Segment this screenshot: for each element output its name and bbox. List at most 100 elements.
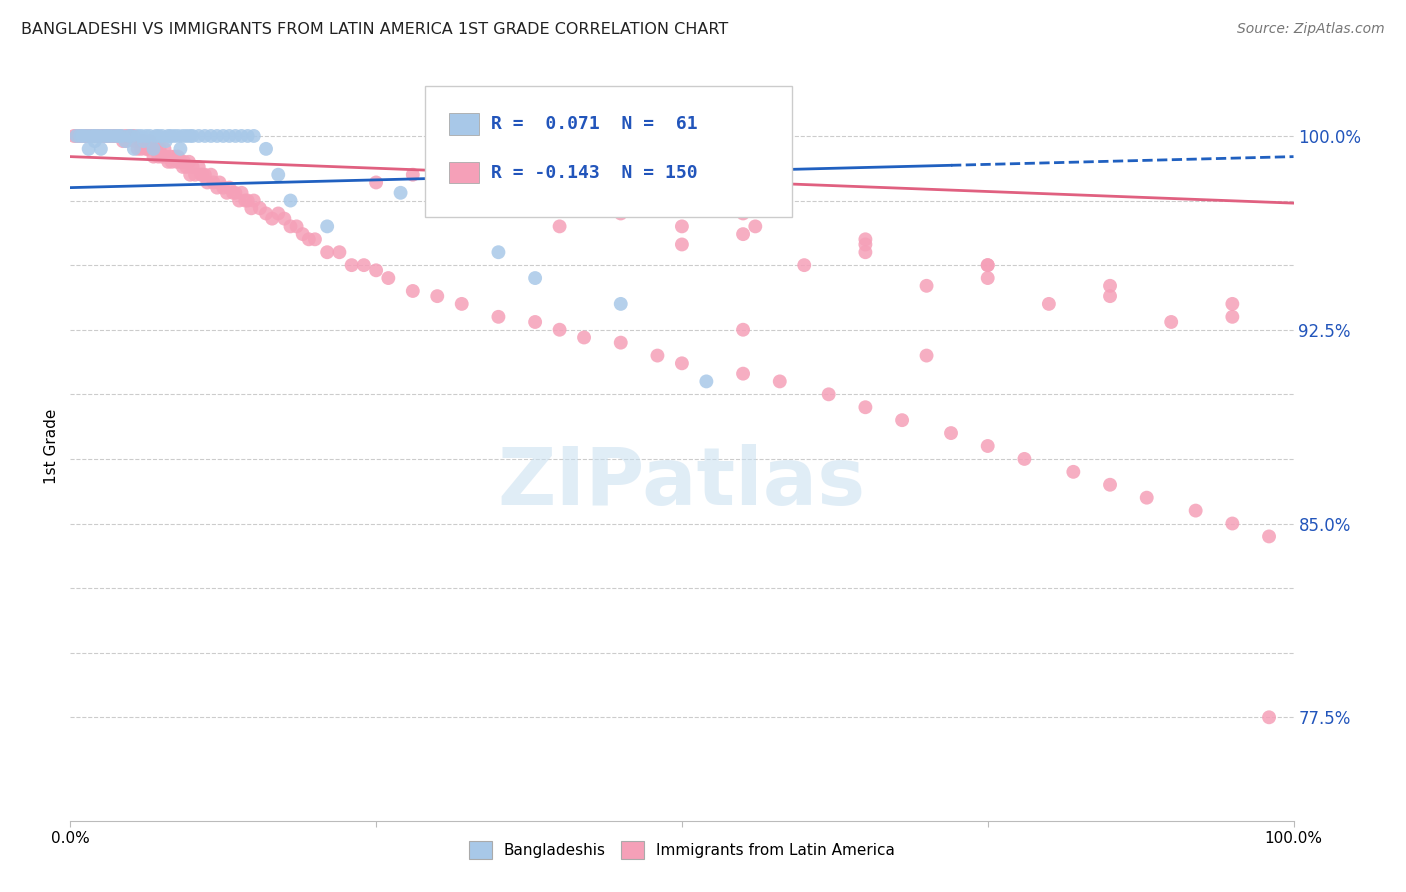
Point: [891, 413, 914, 427]
Point: [129, 134, 152, 148]
Point: [150, 128, 173, 143]
Point: [159, 150, 181, 164]
Point: [150, 150, 173, 164]
Point: [524, 202, 547, 216]
Point: [240, 202, 263, 216]
Point: [93, 128, 115, 143]
Point: [1136, 491, 1159, 505]
Point: [426, 194, 449, 208]
FancyBboxPatch shape: [425, 87, 792, 218]
Point: [105, 128, 128, 143]
Point: [610, 297, 633, 311]
Point: [793, 258, 815, 272]
Point: [733, 367, 755, 381]
Point: [187, 128, 209, 143]
Point: [79, 128, 101, 143]
Point: [96, 128, 118, 143]
Point: [75, 128, 97, 143]
Point: [524, 271, 547, 285]
Point: [97, 128, 120, 143]
Point: [110, 128, 132, 143]
Point: [377, 271, 399, 285]
Point: [647, 349, 669, 363]
Point: [915, 278, 938, 293]
Point: [69, 128, 91, 143]
Point: [610, 335, 633, 350]
Point: [155, 134, 177, 148]
Point: [135, 142, 157, 156]
Point: [91, 128, 114, 143]
Point: [167, 150, 190, 164]
Point: [191, 168, 214, 182]
Point: [160, 154, 183, 169]
Point: [83, 128, 105, 143]
Point: [157, 154, 180, 169]
Text: BANGLADESHI VS IMMIGRANTS FROM LATIN AMERICA 1ST GRADE CORRELATION CHART: BANGLADESHI VS IMMIGRANTS FROM LATIN AME…: [21, 22, 728, 37]
Point: [115, 134, 138, 148]
Point: [169, 142, 191, 156]
Point: [304, 232, 326, 246]
Point: [90, 128, 112, 143]
Point: [695, 375, 717, 389]
Point: [121, 128, 143, 143]
Point: [316, 245, 339, 260]
Point: [243, 194, 266, 208]
Point: [69, 128, 91, 143]
Point: [572, 330, 595, 344]
Point: [249, 202, 271, 216]
Point: [855, 401, 877, 415]
Point: [1038, 297, 1060, 311]
Point: [1160, 315, 1182, 329]
Point: [84, 128, 107, 143]
Point: [63, 128, 86, 143]
Point: [139, 134, 162, 148]
Point: [72, 128, 94, 143]
Point: [231, 186, 253, 200]
Point: [169, 154, 191, 169]
Point: [111, 128, 134, 143]
Point: [976, 258, 998, 272]
Point: [121, 128, 143, 143]
Point: [177, 154, 200, 169]
Point: [105, 128, 128, 143]
Point: [280, 194, 302, 208]
Point: [208, 176, 231, 190]
Point: [298, 232, 321, 246]
Text: R = -0.143  N = 150: R = -0.143 N = 150: [491, 163, 697, 181]
Point: [366, 263, 388, 277]
Point: [73, 128, 96, 143]
Point: [224, 186, 246, 200]
Point: [236, 194, 259, 208]
Point: [96, 128, 118, 143]
Point: [817, 387, 839, 401]
Point: [202, 176, 225, 190]
Point: [194, 128, 217, 143]
Point: [122, 128, 145, 143]
Point: [733, 323, 755, 337]
Point: [218, 180, 240, 194]
Point: [118, 128, 141, 143]
Point: [132, 134, 155, 148]
Point: [855, 245, 877, 260]
Point: [77, 128, 100, 143]
Point: [187, 160, 209, 174]
Point: [159, 128, 181, 143]
Point: [389, 186, 412, 200]
Point: [254, 142, 277, 156]
Point: [215, 186, 238, 200]
Point: [149, 142, 172, 156]
Point: [769, 375, 792, 389]
Point: [915, 349, 938, 363]
Point: [200, 128, 222, 143]
Point: [148, 128, 170, 143]
Point: [671, 356, 693, 370]
Point: [153, 142, 176, 156]
Point: [285, 219, 308, 234]
Point: [176, 128, 198, 143]
Point: [129, 142, 152, 156]
Point: [135, 128, 157, 143]
Y-axis label: 1st Grade: 1st Grade: [44, 409, 59, 483]
Point: [176, 160, 198, 174]
Point: [328, 245, 350, 260]
Point: [83, 128, 105, 143]
